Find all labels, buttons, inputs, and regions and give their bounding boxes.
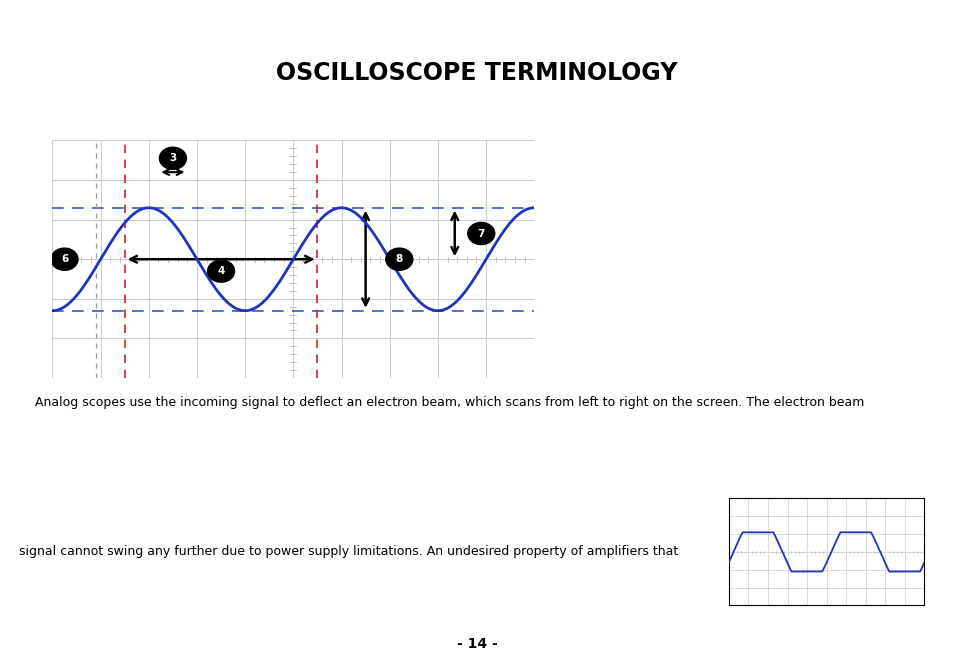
Text: - 14 -: - 14 - — [456, 637, 497, 651]
Text: 8: 8 — [395, 254, 402, 264]
Text: velleman: velleman — [805, 12, 881, 27]
Text: 4: 4 — [217, 266, 225, 276]
Text: OSCILLOSCOPE TERMINOLOGY: OSCILLOSCOPE TERMINOLOGY — [276, 61, 677, 85]
Circle shape — [51, 248, 78, 270]
Circle shape — [208, 260, 234, 282]
Text: projects: projects — [837, 33, 873, 43]
Text: 6: 6 — [61, 254, 68, 264]
Circle shape — [159, 147, 186, 169]
Text: signal cannot swing any further due to power supply limitations. An undesired pr: signal cannot swing any further due to p… — [19, 545, 678, 558]
Text: 3: 3 — [169, 153, 176, 163]
Text: 7: 7 — [477, 229, 484, 239]
Circle shape — [467, 222, 495, 245]
Text: Analog scopes use the incoming signal to deflect an electron beam, which scans f: Analog scopes use the incoming signal to… — [19, 395, 863, 409]
Circle shape — [385, 248, 413, 270]
Text: Oscilloscope terminology: Oscilloscope terminology — [11, 18, 189, 31]
